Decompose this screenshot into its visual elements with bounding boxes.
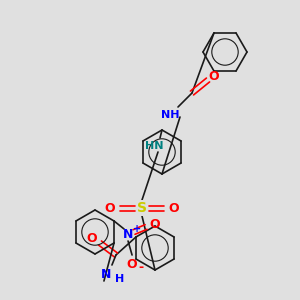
- Text: NH: NH: [161, 110, 179, 120]
- Text: +: +: [133, 224, 141, 234]
- Text: H: H: [115, 274, 124, 284]
- Text: O: O: [105, 202, 115, 214]
- Text: N: N: [123, 229, 133, 242]
- Text: HN: HN: [145, 141, 163, 151]
- Text: S: S: [137, 201, 147, 215]
- Text: O: O: [87, 232, 97, 245]
- Text: O: O: [150, 218, 160, 230]
- Text: -: -: [139, 260, 144, 274]
- Text: N: N: [101, 268, 111, 281]
- Text: O: O: [127, 259, 137, 272]
- Text: O: O: [169, 202, 179, 214]
- Text: O: O: [209, 70, 219, 83]
